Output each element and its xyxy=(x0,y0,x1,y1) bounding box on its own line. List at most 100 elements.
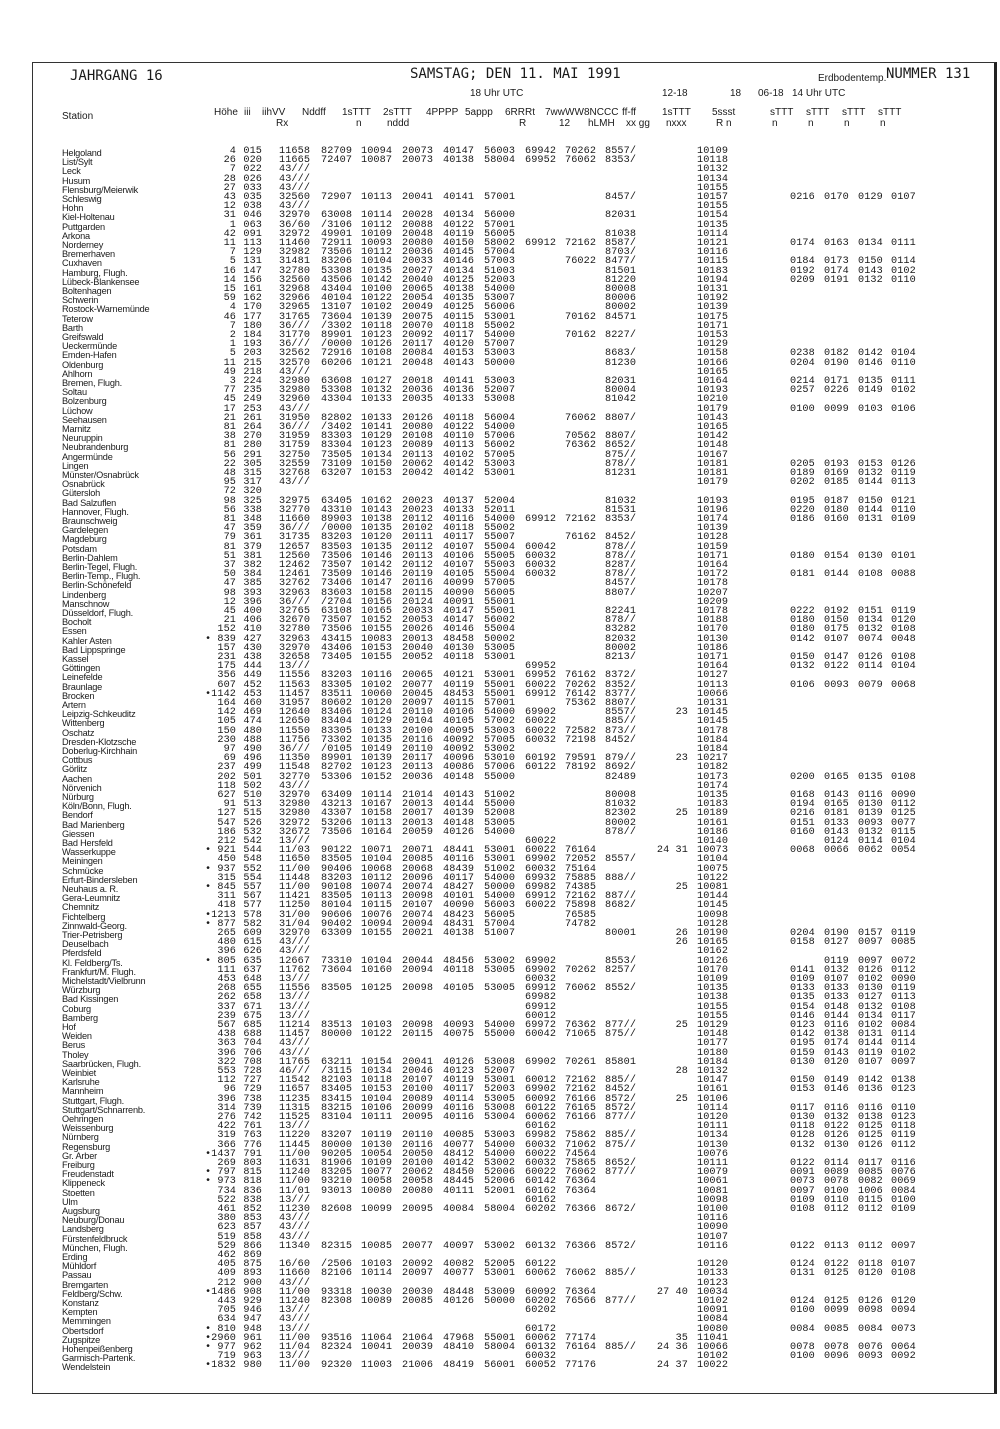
tx: 10155 xyxy=(697,1010,729,1022)
soil-3: 0084 xyxy=(858,1323,883,1335)
t1: 10074 xyxy=(361,882,393,893)
t1: 10154 xyxy=(361,1056,393,1068)
p4: 48450 xyxy=(443,1167,475,1179)
hoehe: 810 xyxy=(217,1323,236,1335)
tx: 10159 xyxy=(697,541,729,553)
station-name: Bad Kissingen xyxy=(62,994,119,1005)
soil-4: 0100 xyxy=(891,1194,916,1206)
ihvv: 13/// xyxy=(279,1305,311,1317)
station-name: Bad Lippspringe xyxy=(62,644,126,655)
soil-4: 0114 xyxy=(891,256,916,268)
col-soil-3-sub: n xyxy=(844,118,850,129)
mountain-marker: • xyxy=(205,1332,212,1344)
n8: 888// xyxy=(605,872,637,884)
nddff: 40104 xyxy=(321,293,353,305)
hoehe: 48 xyxy=(223,468,236,479)
nddff: 83206 xyxy=(321,256,353,268)
a5: 57004 xyxy=(484,247,516,259)
p4: 48423 xyxy=(443,909,475,921)
hoehe: 422 xyxy=(217,1121,236,1133)
p4: 40148 xyxy=(443,817,475,829)
tx: 10080 xyxy=(697,1323,729,1335)
soil-4: 0108 xyxy=(891,1268,916,1280)
station-name: Augsburg xyxy=(62,1206,100,1216)
t2: 20054 xyxy=(402,293,434,305)
station-name: Gr. Arber xyxy=(62,1150,97,1161)
ihvv: 43/// xyxy=(279,1222,311,1234)
ff: 25 xyxy=(675,1093,688,1105)
t2: 20085 xyxy=(402,1296,434,1307)
hoehe: 45 xyxy=(223,606,236,617)
ihvv: 32562 xyxy=(279,348,311,360)
iii: 513 xyxy=(243,799,262,811)
n8: 878// xyxy=(605,458,637,470)
iii: 948 xyxy=(243,1323,262,1335)
p4: 40139 xyxy=(443,808,475,820)
p4: 48445 xyxy=(443,1176,475,1188)
iii: 869 xyxy=(243,1250,262,1261)
iii: 582 xyxy=(243,918,262,930)
iii: 315 xyxy=(243,468,262,479)
soil-3: 0062 xyxy=(858,845,883,857)
nddff: 80000 xyxy=(321,1029,353,1041)
hoehe: 438 xyxy=(217,1029,236,1041)
hoehe: 164 xyxy=(217,698,236,709)
nddff: 83205 xyxy=(321,1167,353,1179)
hoehe: 5 xyxy=(229,256,236,268)
a5: 53001 xyxy=(484,1268,516,1280)
w7: 70262 xyxy=(565,964,597,976)
t1: 10111 xyxy=(361,1112,393,1123)
t1: 10071 xyxy=(361,845,393,857)
nddff: 73506 xyxy=(321,247,353,259)
station-name: Stuttgart, Flugh. xyxy=(62,1095,124,1106)
nddff: 43415 xyxy=(321,633,353,645)
station-name: Helgoland xyxy=(62,148,102,158)
t2: 20092 xyxy=(402,330,434,341)
station-name: Freudenstadt xyxy=(62,1169,114,1180)
iii: 544 xyxy=(243,845,262,857)
iii: 131 xyxy=(243,256,262,268)
p4: 40106 xyxy=(443,550,475,562)
station-name: Freiburg xyxy=(62,1160,95,1170)
t1: 10155 xyxy=(361,624,393,636)
tx: 10139 xyxy=(697,523,729,535)
station-name: Ueckermünde xyxy=(62,341,117,352)
p4: 40119 xyxy=(443,228,475,240)
t1: 10124 xyxy=(361,707,393,719)
station-name: Fürstenfeldbruck xyxy=(62,1233,128,1244)
tx: 10148 xyxy=(697,1029,729,1041)
hoehe: 1437 xyxy=(211,1148,236,1160)
a5: 53005 xyxy=(484,642,516,654)
a5: 56003 xyxy=(484,146,516,157)
nddff: /0105 xyxy=(321,744,353,755)
t2: 20041 xyxy=(402,192,434,203)
p4: 40142 xyxy=(443,458,475,470)
iii: 361 xyxy=(243,532,262,544)
t1: 10104 xyxy=(361,854,393,866)
ihvv: 11445 xyxy=(279,1139,311,1151)
p4: 40119 xyxy=(443,679,475,691)
r6: 69912 xyxy=(525,688,557,700)
tx: 10066 xyxy=(697,688,729,700)
iii: 857 xyxy=(243,1222,262,1234)
hoehe: 5 xyxy=(229,348,236,360)
t1: 10164 xyxy=(361,826,393,838)
soil-2: 0191 xyxy=(824,274,849,286)
station-name: Aachen xyxy=(62,773,92,784)
station-name: Weiden xyxy=(62,1031,92,1042)
hoehe: 877 xyxy=(217,918,236,930)
iii: 235 xyxy=(243,385,262,397)
w7: 70261 xyxy=(565,1056,597,1068)
nddff: 83305 xyxy=(321,725,353,737)
tx: 10174 xyxy=(697,780,729,792)
soil-1: 0128 xyxy=(790,1130,815,1142)
r6: 60012 xyxy=(525,1010,557,1022)
hoehe: 1486 xyxy=(211,1286,236,1298)
station-name: Ahlhorn xyxy=(62,368,93,379)
soil-3: 0136 xyxy=(858,1084,883,1096)
station-name: Husum xyxy=(62,175,91,186)
station-name: Bad Hersfeld xyxy=(62,838,113,848)
nddff: 43304 xyxy=(321,394,353,406)
a5: 56004 xyxy=(484,412,516,424)
hoehe: 553 xyxy=(217,1066,236,1077)
